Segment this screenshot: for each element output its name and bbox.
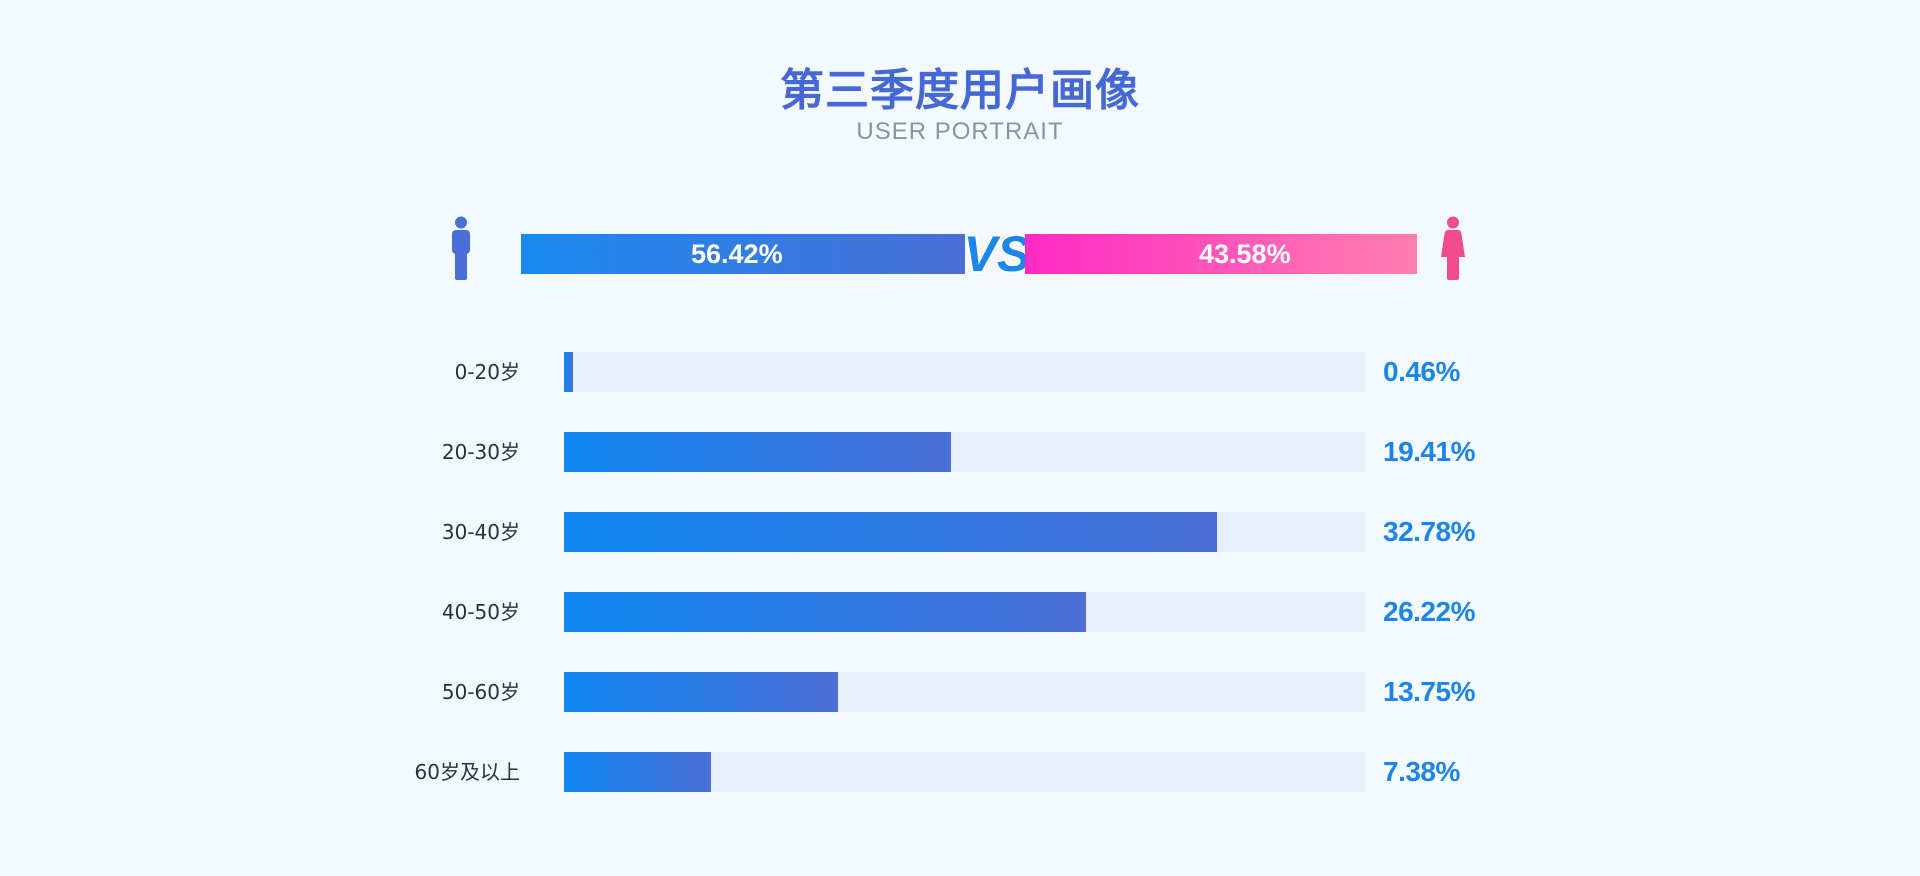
age-bar [564,432,951,472]
male-share-bar: 56.42% [521,234,965,274]
vs-label: VS [963,226,1031,282]
age-bar-value: 0.46% [1383,356,1460,387]
age-row: 30-40岁 32.78% [0,512,1920,552]
age-category-label: 20-30岁 [441,440,520,464]
female-share-label: 43.58% [1199,239,1291,269]
age-bar-track [564,592,1365,632]
age-bar-track [564,672,1365,712]
chart-title: 第三季度用户画像 [780,65,1140,116]
age-bar-value: 26.22% [1383,596,1475,627]
age-row: 0-20岁 0.46% [0,352,1920,392]
age-row: 50-60岁 13.75% [0,672,1920,712]
age-bar [564,672,838,712]
age-bar-track [564,512,1365,552]
male-person-icon [449,216,473,280]
chart-subtitle: USER PORTRAIT [856,118,1064,145]
age-category-label: 40-50岁 [441,600,520,624]
age-category-label: 50-60岁 [441,680,520,704]
age-category-label: 60岁及以上 [414,760,520,784]
age-bar-value: 19.41% [1383,436,1475,467]
age-row: 40-50岁 26.22% [0,592,1920,632]
age-row: 60岁及以上 7.38% [0,752,1920,792]
female-share-bar: 43.58% [1025,234,1417,274]
age-bar [564,512,1218,552]
age-bar-value: 32.78% [1383,516,1475,547]
age-bar [564,352,574,392]
male-share-label: 56.42% [691,239,783,269]
age-bar-track [564,752,1365,792]
age-category-label: 30-40岁 [441,520,520,544]
age-bar [564,592,1087,632]
age-bar-value: 7.38% [1383,756,1460,787]
age-row: 20-30岁 19.41% [0,432,1920,472]
female-person-icon [1441,216,1465,280]
age-category-label: 0-20岁 [454,360,520,384]
age-bar-track [564,432,1365,472]
age-bar-track [564,352,1365,392]
age-bar-value: 13.75% [1383,676,1475,707]
age-bar [564,752,712,792]
